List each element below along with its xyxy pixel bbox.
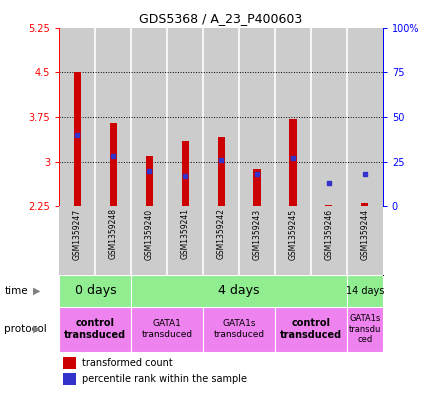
Bar [275, 28, 311, 206]
Text: control
transduced: control transduced [64, 318, 126, 340]
Bar [311, 28, 347, 206]
Text: GSM1359245: GSM1359245 [289, 208, 297, 259]
Bar [217, 137, 225, 206]
Point [218, 157, 225, 163]
Text: GATA1s
transduced: GATA1s transduced [213, 320, 264, 339]
Bar [275, 307, 347, 352]
Text: control
transduced: control transduced [280, 318, 342, 340]
Text: 0 days: 0 days [74, 284, 116, 298]
Text: protocol: protocol [4, 324, 47, 334]
Bar [347, 307, 383, 352]
Point [326, 180, 333, 186]
Title: GDS5368 / A_23_P400603: GDS5368 / A_23_P400603 [139, 12, 303, 25]
Point [361, 171, 368, 177]
Bar [253, 169, 260, 206]
Text: GSM1359240: GSM1359240 [145, 208, 154, 259]
Bar [167, 28, 203, 206]
Text: GATA1s
transdu
ced: GATA1s transdu ced [348, 314, 381, 344]
Text: percentile rank within the sample: percentile rank within the sample [82, 375, 247, 384]
Bar [290, 119, 297, 206]
Bar [203, 307, 275, 352]
Text: GSM1359247: GSM1359247 [73, 208, 82, 259]
Text: ▶: ▶ [33, 286, 40, 296]
Text: GSM1359243: GSM1359243 [253, 208, 261, 259]
Text: transformed count: transformed count [82, 358, 173, 367]
Bar [347, 275, 383, 307]
Text: 4 days: 4 days [218, 284, 260, 298]
Bar [59, 28, 95, 206]
Point [110, 153, 117, 160]
Text: GATA1
transduced: GATA1 transduced [142, 320, 193, 339]
Bar [59, 307, 131, 352]
Text: GSM1359242: GSM1359242 [216, 208, 226, 259]
Bar [131, 28, 167, 206]
Point [146, 167, 153, 174]
Point [253, 171, 260, 177]
Bar [361, 203, 368, 206]
Bar [146, 156, 153, 206]
Text: GSM1359244: GSM1359244 [360, 208, 369, 259]
Text: ▶: ▶ [33, 324, 40, 334]
Bar [62, 373, 76, 385]
Point [74, 132, 81, 138]
Bar [131, 307, 203, 352]
Bar [347, 28, 383, 206]
Text: time: time [4, 286, 28, 296]
Point [182, 173, 189, 179]
Bar [239, 28, 275, 206]
Bar [59, 275, 131, 307]
Text: 14 days: 14 days [346, 286, 384, 296]
Bar [203, 28, 239, 206]
Bar [182, 141, 189, 206]
Bar [325, 205, 333, 206]
Point [290, 155, 297, 161]
Bar [74, 72, 81, 206]
Text: GSM1359241: GSM1359241 [181, 208, 190, 259]
Bar [95, 28, 131, 206]
Bar [62, 356, 76, 369]
Text: GSM1359248: GSM1359248 [109, 208, 118, 259]
Bar [110, 123, 117, 206]
Bar [131, 275, 347, 307]
Text: GSM1359246: GSM1359246 [324, 208, 334, 259]
